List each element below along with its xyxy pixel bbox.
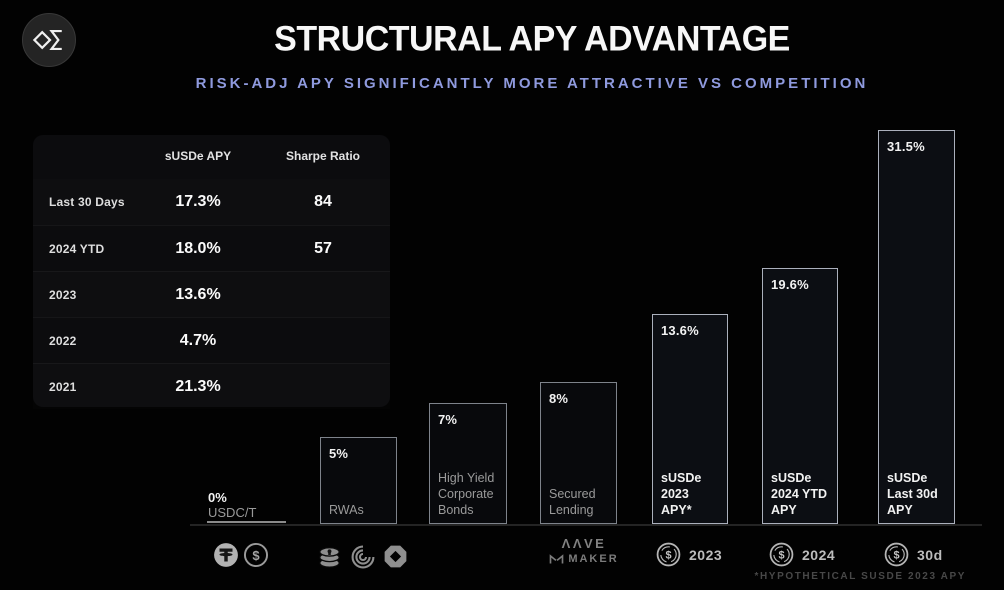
- bar-value-label: 5%: [329, 446, 349, 461]
- bar-susde-last-30d-apy: 31.5% sUSDe Last 30d APY: [878, 130, 955, 524]
- maker-logo: MAKER: [568, 553, 619, 565]
- bar-value-label: 19.6%: [771, 277, 809, 292]
- bar-value-label: 0%: [208, 490, 227, 505]
- susde-30d-badge: $ 30d: [884, 542, 943, 567]
- bar-value-label: 8%: [549, 391, 569, 406]
- maker-m-icon: [550, 554, 564, 564]
- bar-category-label: High Yield Corporate Bonds: [438, 471, 495, 517]
- gear-icon: [381, 542, 410, 576]
- col-header-susde-apy: sUSDe APY: [164, 149, 232, 163]
- bar-category-label: USDC/T: [208, 505, 257, 520]
- bar-category-label: RWAs: [329, 503, 364, 517]
- table-header-row: sUSDe APY Sharpe Ratio: [33, 141, 390, 171]
- susde-2024-badge: $ 2024: [769, 542, 835, 567]
- ethena-logo-icon: [22, 13, 76, 67]
- category-usdct: 0% USDC/T: [208, 490, 256, 520]
- bar-category-label: sUSDe 2023 APY*: [661, 471, 702, 517]
- svg-text:$: $: [778, 550, 784, 562]
- page-subtitle: RISK-ADJ APY SIGNIFICANTLY MORE ATTRACTI…: [195, 75, 869, 92]
- bar-susde-2024-ytd-apy: 19.6% sUSDe 2024 YTD APY: [762, 268, 838, 524]
- chart-baseline: [190, 524, 982, 526]
- coins-icon: [316, 545, 343, 574]
- bar-category-label: Secured Lending: [549, 487, 596, 517]
- bar-high-yield-corporate-bonds: 7% High Yield Corporate Bonds: [429, 403, 507, 524]
- table-row: 2024 YTD 18.0% 57: [33, 225, 390, 271]
- footnote: *HYPOTHETICAL SUSDE 2023 APY: [754, 571, 966, 582]
- bar-category-label: sUSDe Last 30d APY: [887, 471, 938, 517]
- aave-logo: ΛΛVE: [561, 536, 607, 551]
- svg-text:$: $: [893, 550, 899, 562]
- bar-susde-2023-apy: 13.6% sUSDe 2023 APY*: [652, 314, 728, 524]
- usdc-icon: $: [243, 542, 269, 573]
- susde-coin-icon: $: [884, 542, 909, 567]
- susde-coin-icon: $: [769, 542, 794, 567]
- tether-icon: [213, 542, 239, 573]
- bar-category-label: sUSDe 2024 YTD APY: [771, 471, 828, 517]
- table-row: 2023 13.6%: [33, 271, 390, 317]
- bar-value-label: 7%: [438, 412, 458, 427]
- col-header-sharpe-ratio: Sharpe Ratio: [285, 149, 360, 163]
- lending-logos: ΛΛVE MAKER: [544, 536, 624, 565]
- susde-coin-icon: $: [656, 542, 681, 567]
- page-title: STRUCTURAL APY ADVANTAGE: [274, 19, 790, 59]
- bar-rwas: 5% RWAs: [320, 437, 397, 524]
- spiral-icon: [349, 543, 377, 576]
- susde-2023-badge: $ 2023: [656, 542, 722, 567]
- bar-value-label: 13.6%: [661, 323, 699, 338]
- susde-stats-table: sUSDe APY Sharpe Ratio Last 30 Days 17.3…: [33, 135, 390, 407]
- svg-text:$: $: [665, 550, 671, 562]
- bar-usdct-zero: [207, 521, 286, 523]
- table-row: 2021 21.3%: [33, 363, 390, 409]
- table-row: Last 30 Days 17.3% 84: [49, 193, 332, 210]
- svg-text:$: $: [252, 548, 260, 563]
- bar-secured-lending: 8% Secured Lending: [540, 382, 617, 524]
- table-row: 2022 4.7%: [33, 317, 390, 363]
- bar-value-label: 31.5%: [887, 139, 925, 154]
- ethena-glyph: [32, 29, 62, 51]
